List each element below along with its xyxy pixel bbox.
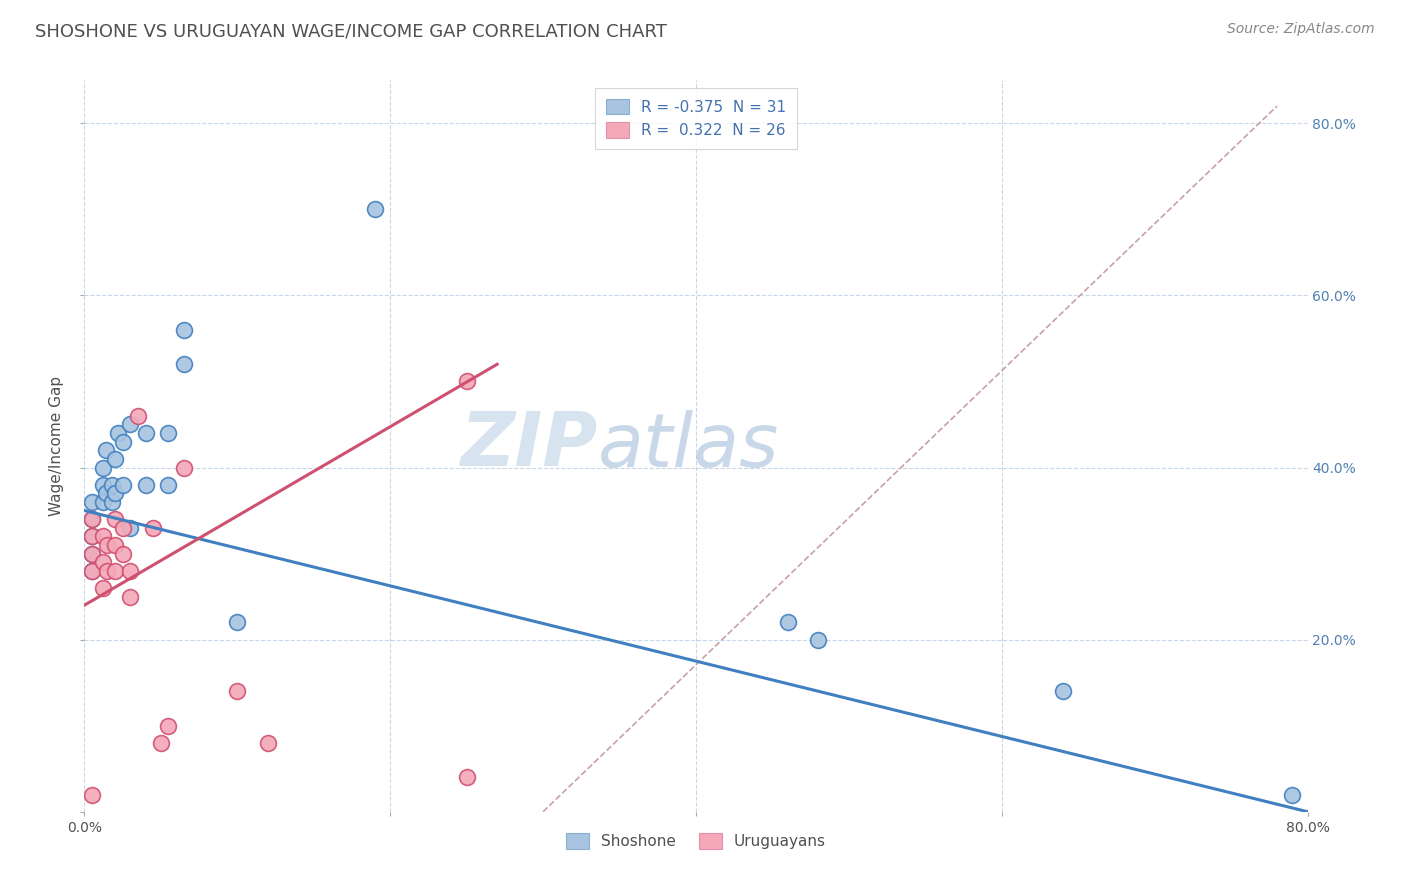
Point xyxy=(173,460,195,475)
Point xyxy=(149,736,172,750)
Point xyxy=(111,434,134,449)
Point xyxy=(226,684,249,698)
Point xyxy=(257,736,280,750)
Point xyxy=(807,632,830,647)
Point xyxy=(135,477,157,491)
Point xyxy=(80,512,103,526)
Point xyxy=(80,564,103,578)
Point xyxy=(1281,788,1303,802)
Point xyxy=(101,477,124,491)
Point xyxy=(456,375,478,389)
Point xyxy=(80,495,103,509)
Point xyxy=(80,547,103,561)
Point xyxy=(91,581,114,595)
Point xyxy=(80,547,103,561)
Point xyxy=(104,486,127,500)
Point xyxy=(80,512,103,526)
Y-axis label: Wage/Income Gap: Wage/Income Gap xyxy=(49,376,65,516)
Point xyxy=(111,521,134,535)
Text: SHOSHONE VS URUGUAYAN WAGE/INCOME GAP CORRELATION CHART: SHOSHONE VS URUGUAYAN WAGE/INCOME GAP CO… xyxy=(35,22,666,40)
Text: atlas: atlas xyxy=(598,410,779,482)
Text: ZIP: ZIP xyxy=(461,409,598,483)
Point xyxy=(104,451,127,466)
Point xyxy=(120,417,142,432)
Point xyxy=(120,521,142,535)
Point xyxy=(91,555,114,569)
Point xyxy=(96,538,118,552)
Point xyxy=(91,477,114,491)
Point xyxy=(142,521,165,535)
Point xyxy=(104,564,127,578)
Point xyxy=(111,547,134,561)
Point xyxy=(94,486,117,500)
Text: Source: ZipAtlas.com: Source: ZipAtlas.com xyxy=(1227,22,1375,37)
Point xyxy=(80,564,103,578)
Point xyxy=(91,529,114,543)
Point xyxy=(776,615,799,630)
Point xyxy=(1052,684,1074,698)
Point xyxy=(107,426,129,441)
Point xyxy=(173,357,195,371)
Point xyxy=(91,495,114,509)
Point xyxy=(94,443,117,458)
Point xyxy=(120,564,142,578)
Point xyxy=(157,426,180,441)
Point xyxy=(173,323,195,337)
Point xyxy=(91,460,114,475)
Point xyxy=(80,529,103,543)
Point xyxy=(101,495,124,509)
Point xyxy=(104,538,127,552)
Legend: Shoshone, Uruguayans: Shoshone, Uruguayans xyxy=(560,827,832,855)
Point xyxy=(80,529,103,543)
Point xyxy=(104,512,127,526)
Point xyxy=(80,788,103,802)
Point xyxy=(111,477,134,491)
Point xyxy=(127,409,149,423)
Point xyxy=(226,615,249,630)
Point xyxy=(135,426,157,441)
Point xyxy=(96,564,118,578)
Point xyxy=(120,590,142,604)
Point xyxy=(157,719,180,733)
Point xyxy=(364,202,387,217)
Point xyxy=(157,477,180,491)
Point xyxy=(456,770,478,784)
